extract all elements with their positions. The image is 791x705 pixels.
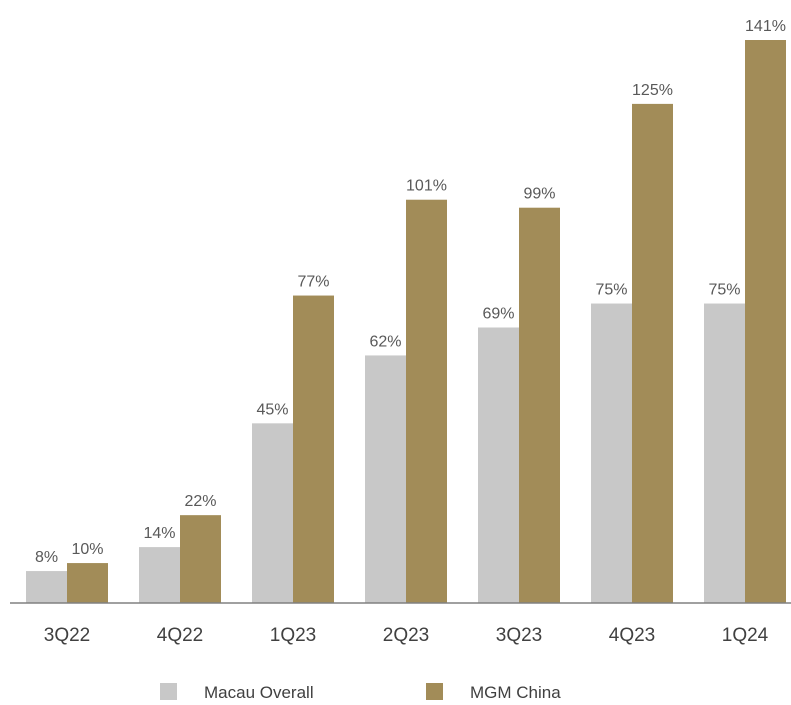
data-label-mgm-china-1q23: 77% xyxy=(297,274,329,291)
data-label-macau-overall-3q23: 69% xyxy=(482,305,514,322)
x-tick-label-3q23: 3Q23 xyxy=(496,625,542,646)
data-label-macau-overall-4q23: 75% xyxy=(595,282,627,299)
x-tick-label-4q22: 4Q22 xyxy=(157,625,203,646)
bar-mgm-china-3q23 xyxy=(519,207,560,603)
x-tick-label-2q23: 2Q23 xyxy=(383,625,429,646)
data-label-mgm-china-4q22: 22% xyxy=(184,493,216,510)
data-label-macau-overall-2q23: 62% xyxy=(369,333,401,350)
data-label-mgm-china-3q22: 10% xyxy=(71,541,103,558)
bar-macau-overall-1q24 xyxy=(704,303,745,603)
legend-label-mgm-china: MGM China xyxy=(470,683,561,700)
data-label-mgm-china-3q23: 99% xyxy=(523,186,555,203)
bar-macau-overall-1q23 xyxy=(252,423,293,603)
bar-macau-overall-3q22 xyxy=(26,571,67,603)
bar-mgm-china-2q23 xyxy=(406,199,447,603)
data-label-macau-overall-1q23: 45% xyxy=(256,401,288,418)
x-tick-label-1q23: 1Q23 xyxy=(270,625,316,646)
bar-mgm-china-3q22 xyxy=(67,563,108,603)
bar-mgm-china-4q23 xyxy=(632,103,673,603)
bar-mgm-china-4q22 xyxy=(180,515,221,603)
bar-mgm-china-1q23 xyxy=(293,295,334,603)
bar-macau-overall-2q23 xyxy=(365,355,406,603)
legend-label-macau-overall: Macau Overall xyxy=(204,683,314,700)
x-tick-label-1q24: 1Q24 xyxy=(722,625,769,646)
bar-mgm-china-1q24 xyxy=(745,40,786,603)
legend-swatch-mgm-china xyxy=(426,683,443,700)
data-label-mgm-china-1q24: 141% xyxy=(745,18,786,35)
x-tick-label-3q22: 3Q22 xyxy=(44,625,90,646)
bar-macau-overall-3q23 xyxy=(478,327,519,603)
bar-macau-overall-4q22 xyxy=(139,547,180,603)
data-label-macau-overall-4q22: 14% xyxy=(143,525,175,542)
data-label-mgm-china-4q23: 125% xyxy=(632,82,673,99)
data-label-macau-overall-3q22: 8% xyxy=(35,549,58,566)
bar-macau-overall-4q23 xyxy=(591,303,632,603)
x-tick-label-4q23: 4Q23 xyxy=(609,625,655,646)
data-label-macau-overall-1q24: 75% xyxy=(708,282,740,299)
data-label-mgm-china-2q23: 101% xyxy=(406,178,447,195)
legend-swatch-macau-overall xyxy=(160,683,177,700)
